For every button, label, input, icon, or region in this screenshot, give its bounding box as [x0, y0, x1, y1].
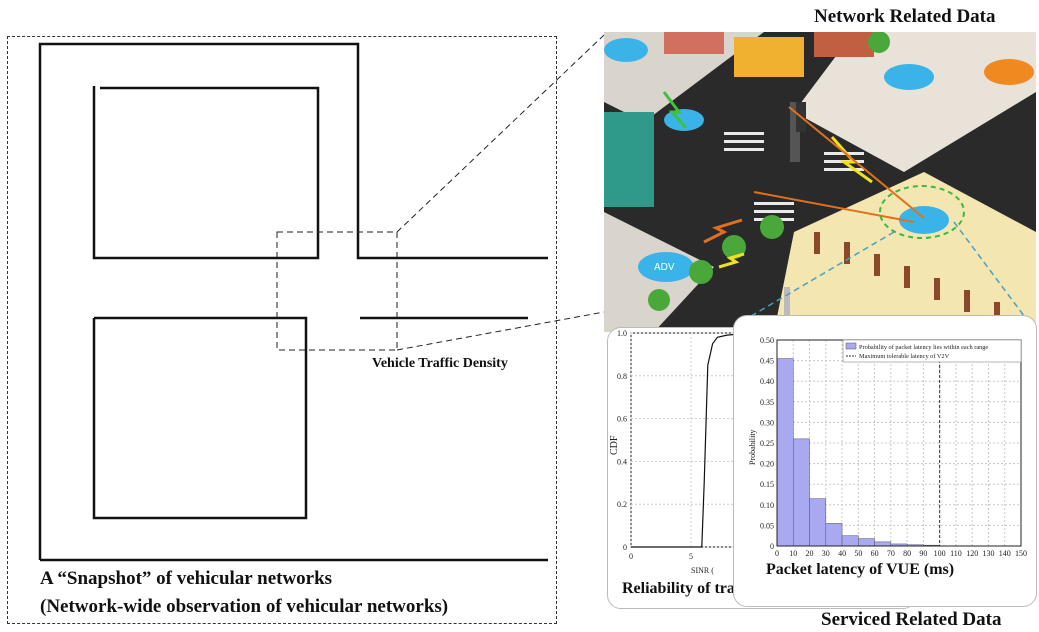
cdf-y-tick: 0.8	[617, 372, 627, 381]
latency-y-tick: 0.40	[760, 377, 774, 386]
latency-x-tick: 50	[854, 549, 862, 558]
latency-bar	[776, 358, 794, 547]
snapshot-frame	[7, 36, 557, 624]
cdf-x-tick: 0	[629, 552, 633, 561]
network-data-title: Network Related Data	[814, 6, 996, 27]
latency-chart-title: Packet latency of VUE (ms)	[766, 561, 955, 578]
cdf-y-tick: 0.2	[617, 500, 627, 509]
latency-x-tick: 70	[887, 549, 895, 558]
latency-bar	[874, 541, 892, 547]
latency-y-tick: 0.30	[760, 418, 774, 427]
cdf-y-tick: 0.6	[617, 415, 627, 424]
latency-y-tick: 0.20	[760, 460, 774, 469]
latency-y-tick: 0.35	[760, 398, 774, 407]
latency-x-tick: 30	[822, 549, 830, 558]
cdf-chart: 0 0.2 0.4 0.6 0.8 1.0 0 5 CDF SINR (	[609, 329, 752, 575]
cdf-y-tick: 0.4	[617, 457, 627, 466]
latency-bar	[825, 523, 843, 547]
latency-y-axis-label: Probability	[748, 429, 757, 465]
latency-legend: Probability of packet latency lies withi…	[842, 339, 1022, 363]
latency-bar	[809, 498, 827, 547]
vehicle-traffic-density-label: Vehicle Traffic Density	[372, 356, 508, 371]
latency-x-tick: 0	[775, 549, 779, 558]
latency-x-tick: 110	[950, 549, 962, 558]
latency-y-tick: 0.45	[760, 357, 774, 366]
legend-bar-swatch	[845, 342, 857, 350]
latency-y-tick: 0.05	[760, 521, 774, 530]
latency-x-tick: 20	[806, 549, 814, 558]
latency-bar	[793, 438, 810, 547]
latency-x-tick: 100	[934, 549, 946, 558]
latency-x-tick: 140	[999, 549, 1011, 558]
cdf-series-line	[631, 332, 752, 548]
latency-x-tick: 40	[838, 549, 846, 558]
snapshot-caption: A “Snapshot” of vehicular networks	[40, 568, 333, 589]
latency-x-tick: 90	[919, 549, 927, 558]
latency-y-tick: 0	[770, 542, 774, 551]
snapshot-subcaption: (Network-wide observation of vehicular n…	[40, 596, 449, 617]
cdf-x-tick: 5	[689, 552, 693, 561]
latency-y-tick: 0.25	[760, 439, 774, 448]
cdf-y-axis-label: CDF	[609, 435, 620, 455]
latency-x-tick: 60	[871, 549, 879, 558]
latency-histogram: 0 0.05 0.10 0.15 0.20 0.25 0.30 0.35 0.40 0.45 0.5…	[748, 336, 1027, 558]
adv-label: ADV	[654, 262, 675, 273]
latency-x-tick: 10	[789, 549, 797, 558]
latency-x-tick: 150	[1015, 549, 1027, 558]
legend-entry-threshold: Maximum tolerable latency of V2V	[859, 353, 950, 360]
cdf-y-tick: 1.0	[617, 329, 627, 338]
legend-entry-bars: Probability of packet latency lies withi…	[859, 344, 988, 351]
latency-x-tick: 130	[982, 549, 994, 558]
service-data-title: Serviced Related Data	[821, 609, 1002, 630]
cdf-x-axis-label: SINR (	[691, 566, 714, 575]
intersection-scene: ADV	[604, 32, 1036, 332]
latency-x-tick: 80	[903, 549, 911, 558]
latency-x-tick: 120	[966, 549, 978, 558]
latency-bar	[841, 535, 859, 547]
latency-bar	[858, 538, 875, 547]
latency-y-tick: 0.15	[760, 480, 774, 489]
latency-y-tick: 0.50	[760, 336, 774, 345]
cdf-y-tick: 0	[623, 543, 627, 552]
latency-y-tick: 0.10	[760, 501, 774, 510]
